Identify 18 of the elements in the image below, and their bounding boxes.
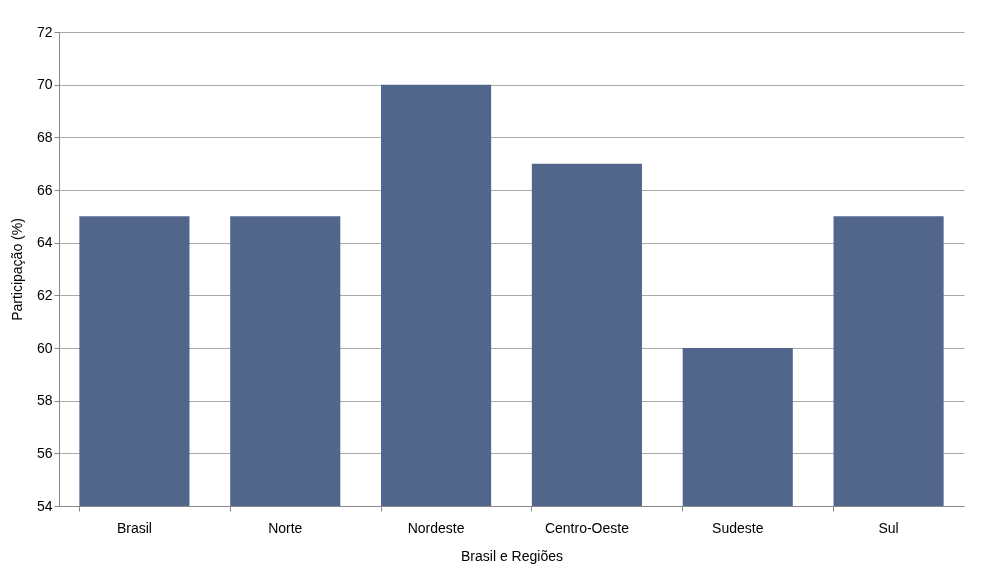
y-tick-label: 58: [36, 392, 53, 409]
y-axis-title: Participação (%): [8, 218, 25, 321]
y-tick-label: 54: [36, 497, 53, 514]
x-axis-title: Brasil e Regiões: [461, 547, 563, 564]
y-tick-label: 70: [36, 76, 53, 93]
y-tick-label: 68: [36, 128, 53, 145]
y-tick-label: 72: [36, 23, 53, 40]
x-tick-label: Centro-Oeste: [544, 519, 630, 536]
x-tick-label: Sudeste: [712, 519, 764, 536]
x-tick-label: Nordeste: [407, 519, 465, 536]
y-tick-label: 66: [36, 181, 53, 198]
x-tick-label: Brasil: [116, 519, 152, 536]
x-tick-label: Sul: [878, 519, 899, 536]
x-tick-label: Norte: [268, 519, 303, 536]
y-tick-label: 62: [36, 286, 53, 303]
y-tick-label: 60: [36, 339, 53, 356]
y-tick-label: 64: [36, 234, 53, 251]
y-tick-label: 56: [36, 444, 53, 461]
